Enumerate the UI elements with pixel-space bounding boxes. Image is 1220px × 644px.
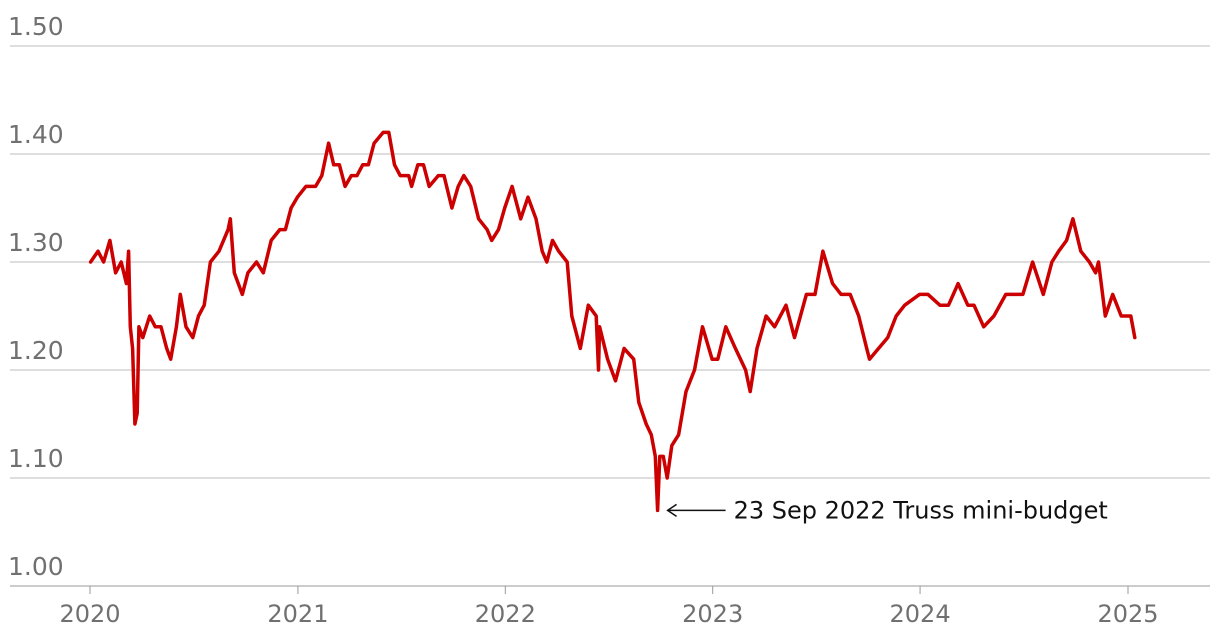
y-tick-label: 1.00 bbox=[8, 552, 64, 581]
series-layer bbox=[88, 130, 1137, 513]
x-tick-label: 2020 bbox=[59, 600, 120, 628]
y-axis-tick-labels: 1.50 1.40 1.30 1.20 1.10 1.00 bbox=[8, 12, 64, 581]
x-tick-label: 2025 bbox=[1097, 600, 1158, 628]
y-tick-label: 1.30 bbox=[8, 228, 64, 257]
gridlines bbox=[10, 45, 1210, 479]
y-tick-label: 1.20 bbox=[8, 336, 64, 365]
annotation-arrowhead bbox=[666, 503, 677, 518]
y-tick-label: 1.40 bbox=[8, 120, 64, 149]
x-tick-label: 2024 bbox=[890, 600, 951, 628]
x-axis: 2020 2021 2022 2023 2024 2025 bbox=[59, 586, 1159, 628]
annotation: 23 Sep 2022 Truss mini-budget bbox=[666, 496, 1108, 524]
x-tick-label: 2021 bbox=[267, 600, 328, 628]
x-tick-label: 2023 bbox=[682, 600, 743, 628]
y-tick-label: 1.10 bbox=[8, 444, 64, 473]
annotation-text: 23 Sep 2022 Truss mini-budget bbox=[734, 496, 1108, 524]
x-tick-label: 2022 bbox=[475, 600, 536, 628]
series-line bbox=[88, 130, 1137, 513]
y-tick-label: 1.50 bbox=[8, 12, 64, 41]
